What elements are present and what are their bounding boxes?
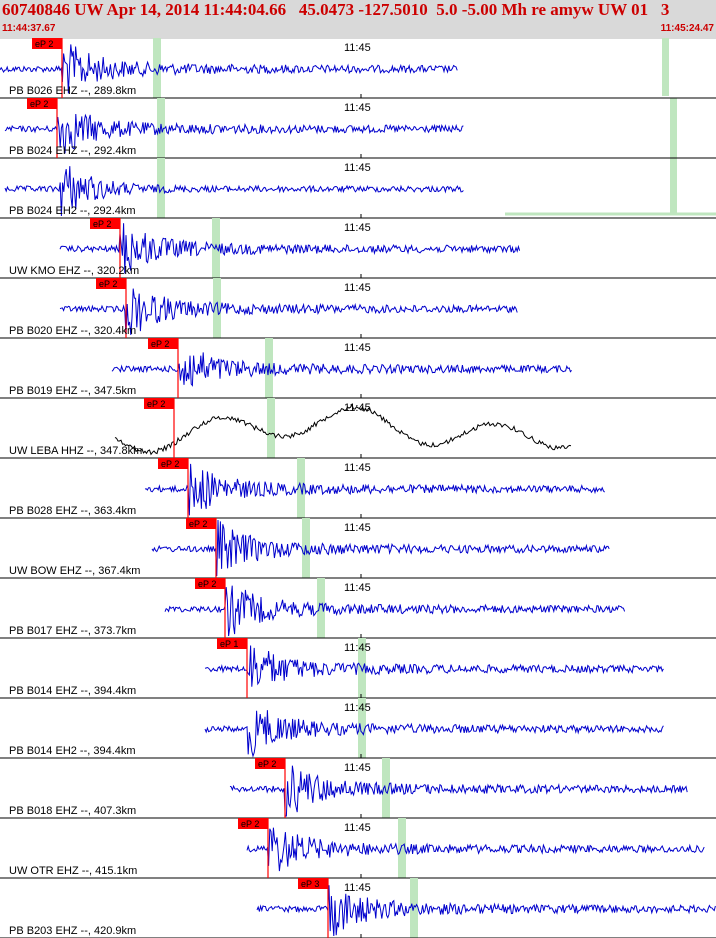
window-marker xyxy=(153,38,161,98)
pick-label: eP 2 xyxy=(147,399,165,409)
window-marker xyxy=(662,38,669,96)
station-label: PB B017 EHZ --, 373.7km xyxy=(9,625,136,637)
waveform-trace xyxy=(256,885,716,937)
pick-label-box xyxy=(27,98,57,109)
pick-label-box xyxy=(32,38,62,49)
pick-label: eP 2 xyxy=(189,519,207,529)
station-label: UW KMO EHZ --, 320.2km xyxy=(9,265,139,277)
station-label: PB B028 EHZ --, 363.4km xyxy=(9,505,136,517)
station-label: UW BOW EHZ --, 367.4km xyxy=(9,565,140,577)
station-label: UW LEBA HHZ --, 347.8km xyxy=(9,445,142,457)
minute-tick-label: 11:45 xyxy=(344,822,371,834)
waveform-trace xyxy=(4,166,464,217)
window-marker xyxy=(157,158,165,218)
waveform-trace xyxy=(59,223,521,274)
waveform-trace xyxy=(144,463,605,516)
pick-label: eP 2 xyxy=(93,219,111,229)
pick-label-box xyxy=(195,578,225,589)
pick-label-box xyxy=(186,518,216,529)
window-start-time: 11:44:37.67 xyxy=(2,23,56,34)
waveform-trace xyxy=(4,113,464,154)
waveform-trace xyxy=(246,827,705,872)
station-label: PB B203 EHZ --, 420.9km xyxy=(9,925,136,937)
pick-label: eP 2 xyxy=(99,279,117,289)
waveform-trace xyxy=(0,44,458,94)
station-label: PB B014 EHZ --, 394.4km xyxy=(9,685,136,697)
station-label: UW OTR EHZ --, 415.1km xyxy=(9,865,137,877)
window-marker xyxy=(382,758,390,818)
pick-label: eP 2 xyxy=(30,99,48,109)
event-title: 60740846 UW Apr 14, 2014 11:44:04.66 45.… xyxy=(2,0,670,19)
window-marker xyxy=(213,278,221,338)
window-marker xyxy=(212,218,220,278)
pick-label-box xyxy=(144,398,174,409)
station-label: PB B019 EHZ --, 347.5km xyxy=(9,385,136,397)
minute-tick-label: 11:45 xyxy=(344,282,371,294)
pick-label: eP 2 xyxy=(198,579,216,589)
minute-tick-label: 11:45 xyxy=(344,102,371,114)
pick-label-box xyxy=(255,758,285,769)
minute-tick-label: 11:45 xyxy=(344,762,371,774)
window-marker xyxy=(267,398,275,458)
minute-tick-label: 11:45 xyxy=(344,342,371,354)
pick-label: eP 1 xyxy=(220,639,238,649)
header-bar: 60740846 UW Apr 14, 2014 11:44:04.66 45.… xyxy=(0,0,716,39)
minute-tick-label: 11:45 xyxy=(344,462,371,474)
pick-label: eP 2 xyxy=(151,339,169,349)
minute-tick-label: 11:45 xyxy=(344,882,371,894)
minute-tick-label: 11:45 xyxy=(344,522,371,534)
waveform-trace xyxy=(59,288,518,337)
minute-tick-label: 11:45 xyxy=(344,162,371,174)
minute-tick-label: 11:45 xyxy=(344,222,371,234)
waveform-trace xyxy=(111,352,572,387)
pick-label-box xyxy=(158,458,188,469)
pick-label: eP 2 xyxy=(161,459,179,469)
station-label: PB B024 EH2 --, 292.4km xyxy=(9,205,136,217)
pick-label-box xyxy=(96,278,126,289)
window-marker xyxy=(358,698,366,758)
station-label: PB B020 EHZ --, 320.4km xyxy=(9,325,136,337)
window-marker xyxy=(317,578,325,638)
waveform-trace xyxy=(204,710,664,758)
minute-tick-label: 11:45 xyxy=(344,582,371,594)
waveform-trace xyxy=(229,765,688,817)
pick-label-box xyxy=(217,638,247,649)
window-marker xyxy=(157,98,165,158)
window-marker xyxy=(670,98,677,214)
pick-label: eP 2 xyxy=(258,759,276,769)
window-end-time: 11:45:24.47 xyxy=(660,23,714,34)
pick-label-box xyxy=(148,338,178,349)
waveform-trace xyxy=(164,585,626,637)
window-marker xyxy=(398,818,406,878)
minute-tick-label: 11:45 xyxy=(344,42,371,54)
station-label: PB B018 EHZ --, 407.3km xyxy=(9,805,136,817)
pick-label: eP 3 xyxy=(301,879,319,889)
pick-label-box xyxy=(238,818,268,829)
pick-label-box xyxy=(298,878,328,889)
station-label: PB B024 EHZ --, 292.4km xyxy=(9,145,136,157)
station-label: PB B026 EHZ --, 289.8km xyxy=(9,85,136,97)
minute-tick-label: 11:45 xyxy=(344,642,371,654)
window-marker xyxy=(358,638,366,698)
pick-label-box xyxy=(90,218,120,229)
station-label: PB B014 EH2 --, 394.4km xyxy=(9,745,136,757)
waveform-trace xyxy=(151,519,610,577)
waveform-trace xyxy=(114,403,572,456)
minute-tick-label: 11:45 xyxy=(344,402,371,414)
pick-label: eP 2 xyxy=(241,819,259,829)
minute-tick-label: 11:45 xyxy=(344,702,371,714)
pick-label: eP 2 xyxy=(35,39,53,49)
waveform-trace xyxy=(204,645,664,687)
